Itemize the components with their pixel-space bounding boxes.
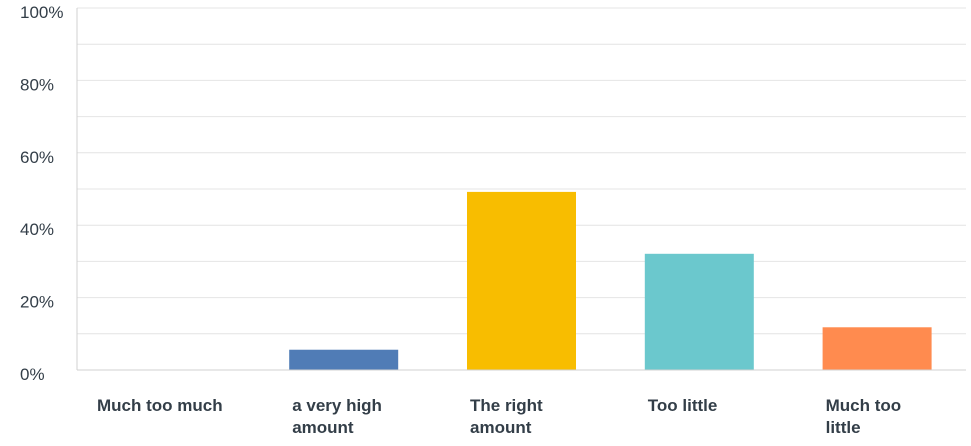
x-category-label: The right amount [470, 396, 543, 437]
x-category-label: Much too much [97, 396, 223, 415]
y-tick-labels: 0% 20% 40% 60% 80% 100% [20, 3, 63, 384]
bar-the-right-amount [467, 191, 576, 370]
x-category-label: Much too little [826, 396, 902, 437]
y-tick-label: 20% [20, 293, 54, 312]
y-tick-label: 100% [20, 3, 63, 22]
bars [289, 191, 932, 370]
x-category-labels: Much too much a very high amount The right a… [97, 396, 901, 437]
bar-much-too-little [822, 327, 932, 370]
y-tick-label: 60% [20, 148, 54, 167]
bar-a-very-high-amount [289, 349, 399, 370]
x-category-label: a very high amount [292, 396, 382, 437]
y-tick-label: 0% [20, 365, 45, 384]
y-tick-label: 80% [20, 75, 54, 94]
x-category-label: Too little [648, 396, 718, 415]
y-tick-label: 40% [20, 220, 54, 239]
axes [76, 8, 966, 371]
bar-too-little [644, 253, 754, 370]
